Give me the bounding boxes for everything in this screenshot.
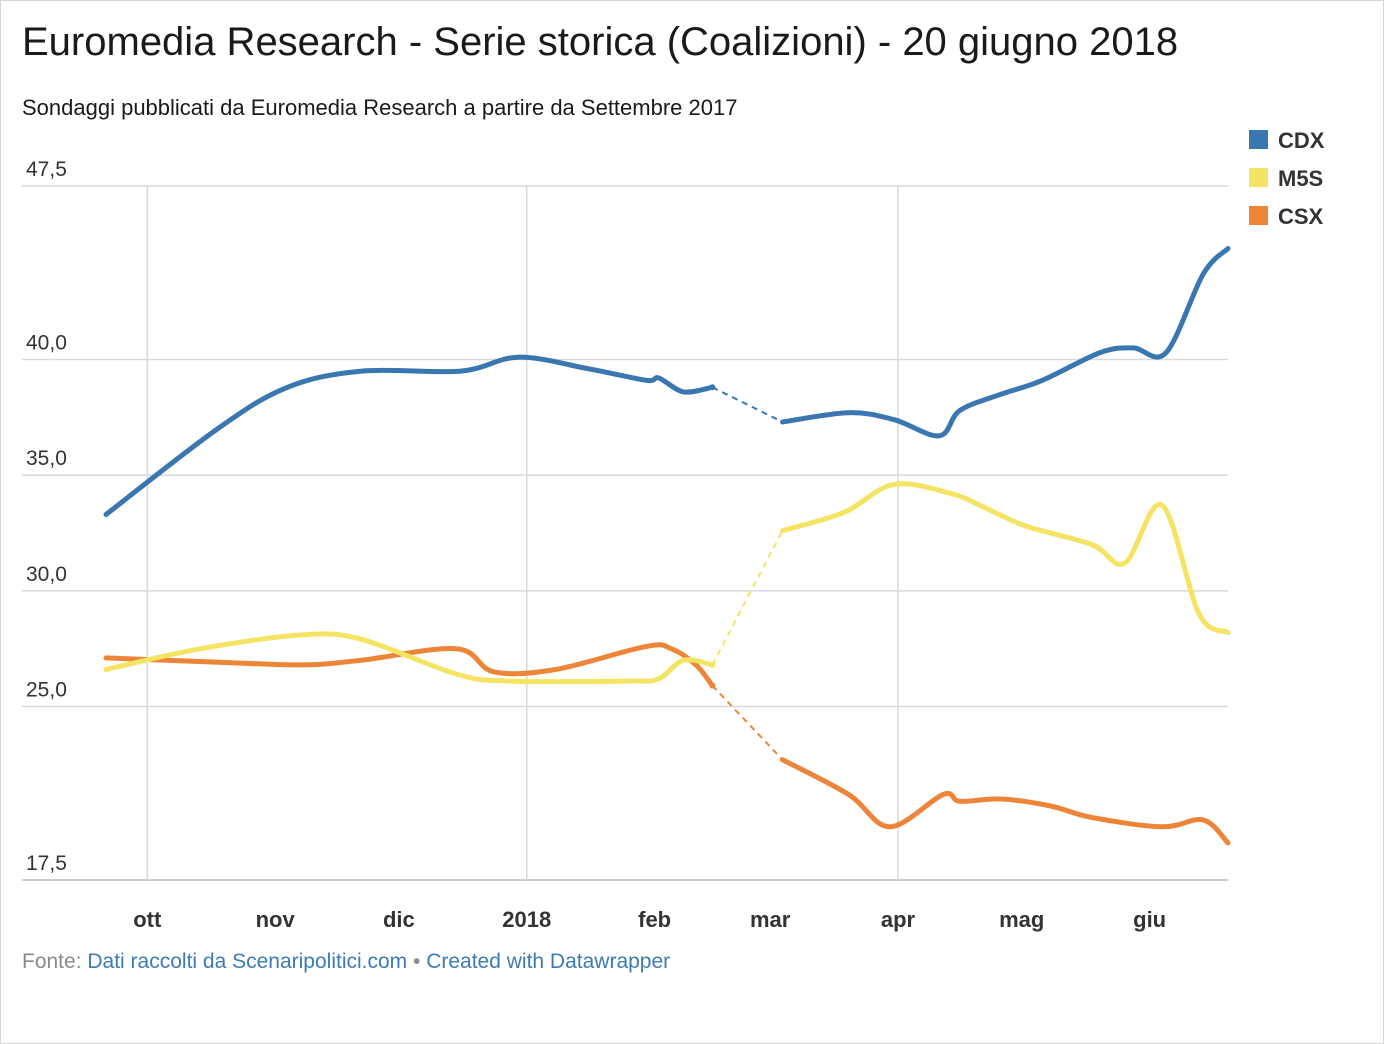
cdx-gap-connector xyxy=(711,386,783,423)
y-tick-label: 30,0 xyxy=(26,563,67,586)
chart-title: Euromedia Research - Serie storica (Coal… xyxy=(22,20,1179,64)
legend-swatch-m5s xyxy=(1249,168,1268,187)
csx-gap-point xyxy=(709,682,716,689)
csx-line-segment-1 xyxy=(103,642,715,689)
csx-line-segment-2 xyxy=(780,757,1231,846)
m5s-gap-point xyxy=(709,661,716,668)
y-tick-label: 25,0 xyxy=(26,679,67,702)
footer-prefix: Fonte: xyxy=(22,950,88,973)
cdx-line-segment-1 xyxy=(103,354,715,517)
chart-footer: Fonte: Dati raccolti da Scenaripolitici.… xyxy=(22,950,670,974)
x-tick-label: ott xyxy=(133,907,162,932)
legend-swatch-cdx xyxy=(1249,130,1268,149)
footer-separator: • xyxy=(407,950,427,973)
x-tick-label: giu xyxy=(1133,907,1166,932)
x-tick-label: apr xyxy=(881,907,916,932)
x-tick-label: mag xyxy=(999,907,1044,932)
m5s-line-segment-2 xyxy=(780,481,1231,635)
y-axis: 47,5 40,0 35,0 30,0 25,0 17,5 xyxy=(26,158,67,875)
legend-label-m5s: M5S xyxy=(1278,166,1323,191)
x-tick-label: mar xyxy=(750,907,791,932)
m5s-gap-connector xyxy=(711,530,784,666)
datawrapper-link[interactable]: Created with Datawrapper xyxy=(426,950,671,973)
legend-label-cdx: CDX xyxy=(1278,128,1325,153)
series-lines xyxy=(103,246,1231,846)
y-tick-label: 47,5 xyxy=(26,158,67,181)
cdx-line-segment-2 xyxy=(780,246,1231,439)
legend-label-csx: CSX xyxy=(1278,204,1324,229)
gridlines xyxy=(22,185,1228,881)
legend-swatch-csx xyxy=(1249,206,1268,225)
x-tick-label: 2018 xyxy=(502,907,551,932)
x-tick-label: nov xyxy=(256,907,296,932)
legend: CDX M5S CSX xyxy=(1249,128,1325,229)
y-tick-label: 17,5 xyxy=(26,852,67,875)
csx-gap-connector xyxy=(711,684,784,761)
m5s-line-segment-1 xyxy=(103,631,715,685)
y-tick-label: 35,0 xyxy=(26,447,67,470)
x-tick-label: dic xyxy=(383,907,415,932)
chart-subtitle: Sondaggi pubblicati da Euromedia Researc… xyxy=(22,95,738,120)
x-tick-label: feb xyxy=(638,907,671,932)
y-tick-label: 40,0 xyxy=(26,332,67,355)
source-link[interactable]: Dati raccolti da Scenaripolitici.com xyxy=(87,950,408,973)
cdx-gap-point xyxy=(709,384,716,391)
x-axis: ott nov dic 2018 feb mar apr mag giu xyxy=(133,907,1166,932)
